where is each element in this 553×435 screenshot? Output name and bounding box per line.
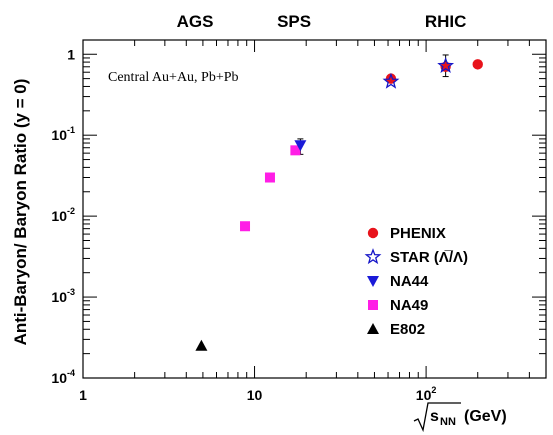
data-point-circle xyxy=(385,73,397,84)
legend-marker-square xyxy=(368,300,378,310)
x-tick-label: 1 xyxy=(79,387,87,403)
data-point-star-open xyxy=(437,56,455,73)
x-axis-label-subscript: NN xyxy=(440,416,456,428)
x-axis-label: s NN (GeV) xyxy=(413,402,507,433)
x-tick-label: 102 xyxy=(416,385,437,403)
era-label: AGS xyxy=(177,12,214,31)
legend: PHENIX STAR (Λ̅/Λ) NA44 NA49 E802 xyxy=(364,225,468,338)
data-point-circle xyxy=(472,59,483,70)
legend-label: NA44 xyxy=(390,273,429,290)
data-point-star-open xyxy=(382,72,400,89)
y-tick-label: 10-3 xyxy=(51,287,75,305)
y-tick-label: 10-4 xyxy=(51,368,75,386)
data-point-square xyxy=(264,172,275,183)
x-axis-label-unit: (GeV) xyxy=(464,408,507,425)
data-point-square xyxy=(290,145,301,156)
era-label: SPS xyxy=(277,12,311,31)
legend-label: STAR (Λ̅/Λ) xyxy=(390,249,468,266)
data-point-triangle-up xyxy=(195,339,208,351)
y-tick-label: 10-1 xyxy=(51,125,75,143)
x-tick-label: 10 xyxy=(247,387,263,403)
era-labels: AGS SPS RHIC xyxy=(177,12,467,31)
data-points xyxy=(195,56,483,351)
y-axis-label: Anti-Baryon/ Baryon Ratio (y = 0) xyxy=(11,79,30,346)
legend-marker-circle xyxy=(367,227,379,239)
x-axis-label-symbol: s xyxy=(430,408,439,425)
data-point-circle xyxy=(440,61,451,72)
legend-marker-star-open xyxy=(364,248,382,265)
data-point-triangle-down xyxy=(294,140,307,152)
data-point-square xyxy=(240,221,251,232)
sqrt-symbol xyxy=(413,402,461,433)
legend-label: PHENIX xyxy=(390,225,446,242)
error-bars xyxy=(297,54,449,155)
tick-labels: 1 10 102 10-4 10-3 10-2 10-1 1 xyxy=(51,46,436,403)
axis-ticks xyxy=(82,40,547,379)
legend-marker-triangle-down xyxy=(367,276,379,287)
legend-marker-triangle-up xyxy=(367,323,379,334)
legend-label: E802 xyxy=(390,321,425,338)
plot-frame xyxy=(82,39,547,379)
legend-label: NA49 xyxy=(390,297,428,314)
y-tick-label: 10-2 xyxy=(51,206,75,224)
era-label: RHIC xyxy=(425,12,467,31)
chart-annotation: Central Au+Au, Pb+Pb xyxy=(108,70,239,85)
y-tick-label: 1 xyxy=(67,46,75,62)
